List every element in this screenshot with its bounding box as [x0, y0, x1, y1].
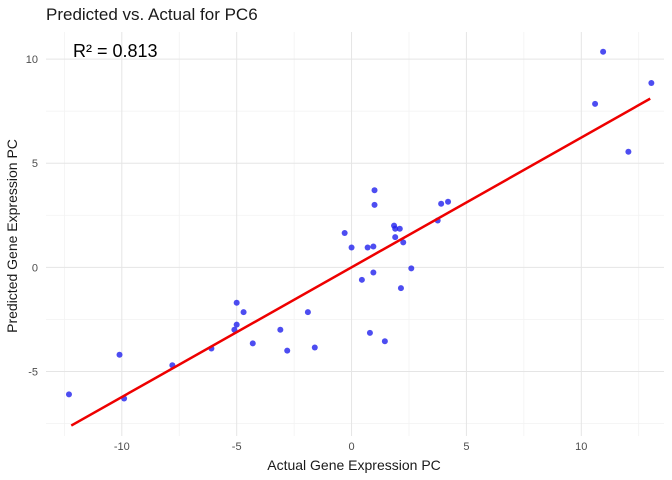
data-point [348, 244, 355, 251]
data-point [396, 225, 403, 232]
data-point [364, 244, 371, 251]
data-point [600, 48, 607, 55]
x-tick-label: 0 [348, 441, 354, 453]
data-point [381, 338, 388, 345]
chart-title: Predicted vs. Actual for PC6 [46, 5, 258, 24]
data-point [592, 100, 599, 107]
data-point [233, 321, 240, 328]
data-point [445, 198, 452, 205]
data-points [65, 48, 655, 402]
data-point [625, 148, 632, 155]
data-point [304, 309, 311, 316]
data-point [249, 340, 256, 347]
data-point [400, 239, 407, 246]
data-point [311, 344, 318, 351]
y-tick-label: -5 [28, 366, 38, 378]
data-point [116, 351, 123, 358]
data-point [408, 265, 415, 272]
data-point [284, 347, 291, 354]
y-tick-label: 5 [32, 158, 38, 170]
data-point [277, 326, 284, 333]
x-tick-label: -10 [114, 441, 130, 453]
data-point [371, 187, 378, 194]
y-tick-label: 0 [32, 262, 38, 274]
fit-line-group [70, 97, 651, 427]
regression-line [70, 97, 651, 427]
x-axis-title: Actual Gene Expression PC [267, 457, 441, 473]
data-point [392, 225, 399, 232]
data-point [648, 80, 655, 87]
data-point [370, 243, 377, 250]
data-point [397, 285, 404, 292]
data-point [65, 391, 72, 398]
data-point [358, 276, 365, 283]
data-point [392, 234, 399, 241]
data-point [366, 329, 373, 336]
tick-labels: -10 -5 0 5 10 -5 0 5 10 [26, 54, 588, 453]
data-point [341, 229, 348, 236]
y-tick-label: 10 [26, 54, 38, 66]
grid [46, 32, 664, 436]
x-tick-label: 10 [575, 441, 587, 453]
data-point [370, 269, 377, 276]
y-axis-title: Predicted Gene Expression PC [4, 139, 20, 333]
data-point [233, 299, 240, 306]
data-point [371, 201, 378, 208]
r-squared-annotation: R² = 0.813 [73, 41, 158, 61]
x-tick-label: -5 [232, 441, 242, 453]
x-tick-label: 5 [463, 441, 469, 453]
data-point [240, 309, 247, 316]
data-point [438, 200, 445, 207]
